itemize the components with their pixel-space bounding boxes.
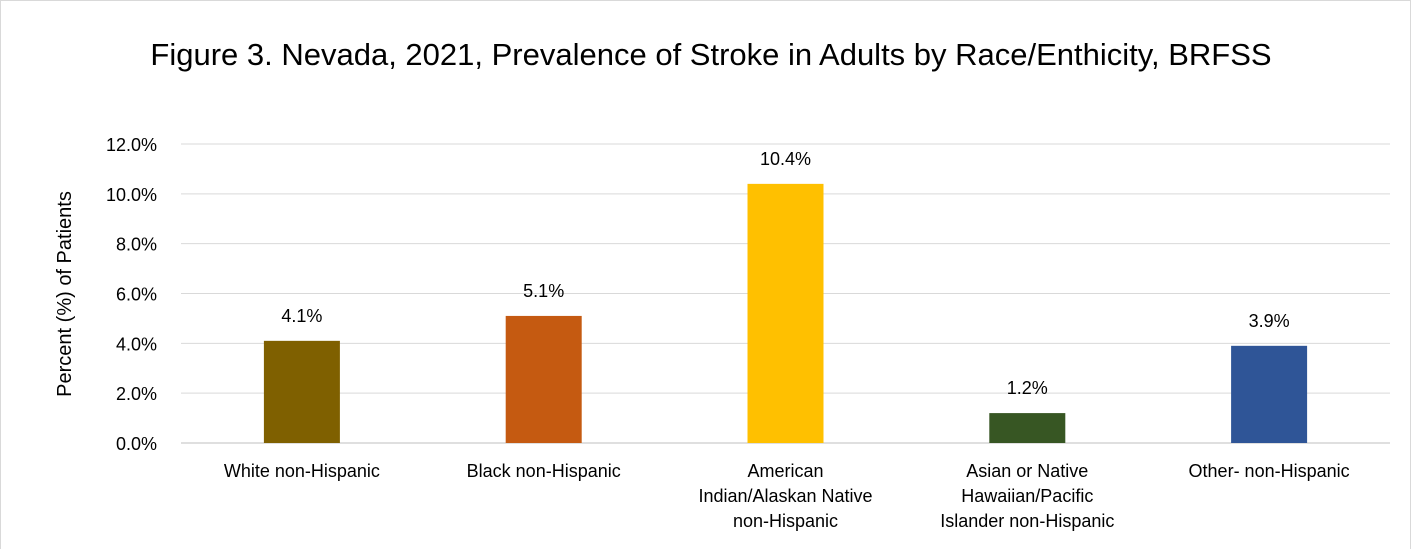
bar bbox=[747, 183, 824, 443]
x-tick-label: Hawaiian/Pacific bbox=[961, 486, 1093, 506]
bar bbox=[263, 340, 340, 443]
data-label: 3.9% bbox=[1249, 311, 1290, 331]
x-axis-labels: White non-Hispanic Black non-Hispanic Amer… bbox=[224, 461, 1350, 531]
y-tick-label: 2.0% bbox=[116, 384, 157, 404]
y-tick-label: 8.0% bbox=[116, 235, 157, 255]
y-axis-title: Percent (%) of Patients bbox=[54, 191, 76, 397]
y-axis-ticks: 0.0% 2.0% 4.0% 6.0% 8.0% 10.0% 12.0% bbox=[106, 135, 157, 454]
x-tick-label: American bbox=[747, 461, 823, 481]
x-tick-label: Asian or Native bbox=[966, 461, 1088, 481]
x-tick-label: Islander non-Hispanic bbox=[940, 511, 1114, 531]
y-tick-label: 12.0% bbox=[106, 135, 157, 155]
bar bbox=[989, 413, 1066, 443]
bar bbox=[505, 315, 582, 443]
data-label: 10.4% bbox=[760, 149, 811, 169]
bars bbox=[263, 183, 1308, 443]
y-tick-label: 6.0% bbox=[116, 285, 157, 305]
x-tick-label: Other- non-Hispanic bbox=[1189, 461, 1350, 481]
y-tick-label: 4.0% bbox=[116, 334, 157, 354]
x-tick-label: White non-Hispanic bbox=[224, 461, 380, 481]
y-tick-label: 10.0% bbox=[106, 185, 157, 205]
chart-title: Figure 3. Nevada, 2021, Prevalence of St… bbox=[150, 37, 1272, 72]
y-tick-label: 0.0% bbox=[116, 434, 157, 454]
data-label: 5.1% bbox=[523, 281, 564, 301]
data-label: 1.2% bbox=[1007, 378, 1048, 398]
bar bbox=[1231, 345, 1308, 443]
data-labels: 4.1% 5.1% 10.4% 1.2% 3.9% bbox=[281, 149, 1289, 398]
x-tick-label: non-Hispanic bbox=[733, 511, 838, 531]
x-tick-label: Indian/Alaskan Native bbox=[698, 486, 872, 506]
data-label: 4.1% bbox=[281, 306, 322, 326]
x-tick-label: Black non-Hispanic bbox=[467, 461, 621, 481]
